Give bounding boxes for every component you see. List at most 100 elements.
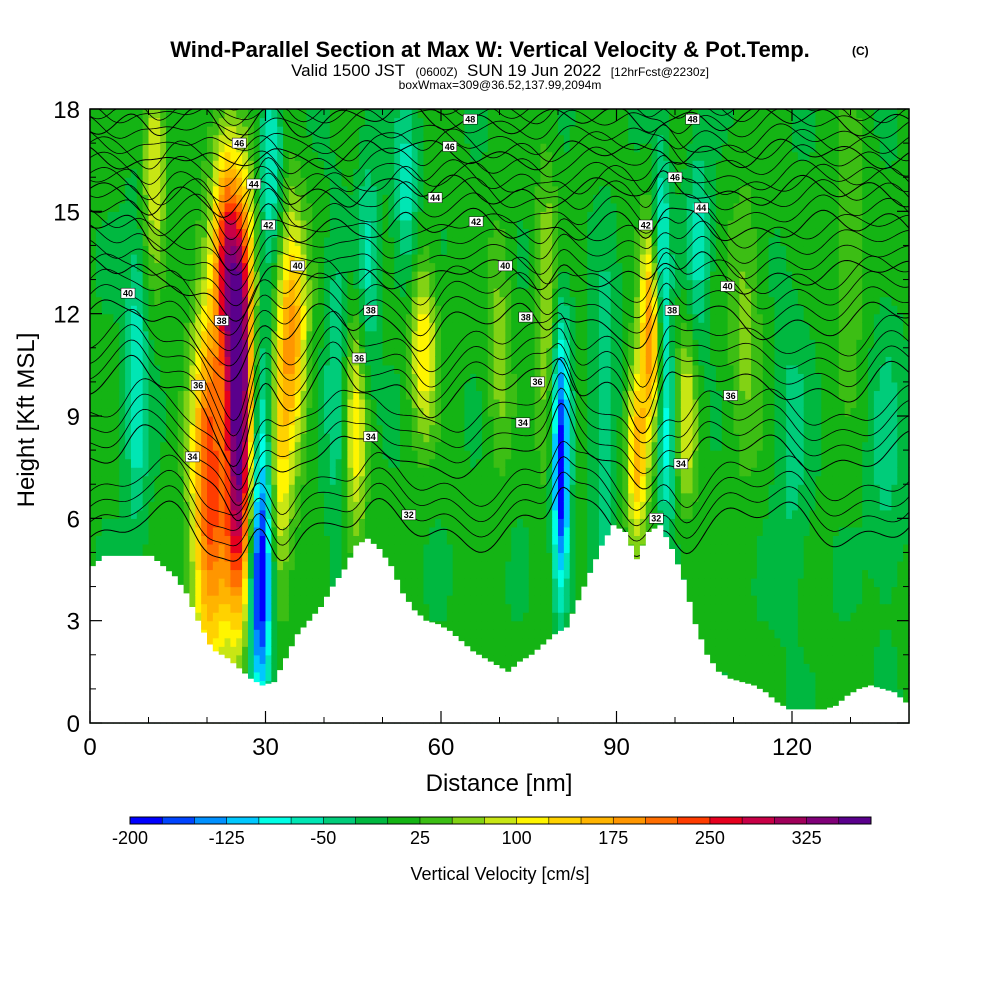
w-cell [452, 356, 460, 366]
w-cell [283, 407, 290, 417]
w-cell [324, 185, 331, 195]
w-cell [119, 262, 126, 272]
w-cell [189, 416, 196, 426]
w-cell [107, 424, 114, 434]
w-cell [335, 416, 343, 426]
w-cell [376, 177, 384, 187]
w-cell [201, 492, 208, 502]
valid-time-line: Valid 1500 JST (0600Z) SUN 19 Jun 2022 [… [291, 61, 709, 80]
w-cell [259, 160, 267, 170]
w-cell [218, 109, 226, 119]
w-cell [136, 458, 144, 468]
w-cell [441, 484, 448, 494]
w-cell [347, 185, 354, 195]
w-cell [458, 109, 465, 119]
w-cell [224, 322, 231, 332]
w-cell [359, 288, 366, 298]
w-cell [242, 433, 249, 443]
w-cell [160, 356, 167, 366]
w-cell [487, 586, 495, 596]
w-cell [247, 543, 255, 554]
w-cell [101, 236, 109, 247]
w-cell [171, 560, 179, 571]
w-cell [441, 322, 448, 332]
w-cell [113, 185, 120, 195]
w-cell [207, 390, 214, 400]
w-cell [230, 228, 237, 238]
w-cell [394, 501, 401, 511]
w-cell [160, 168, 167, 178]
w-cell [464, 228, 471, 238]
w-cell [236, 373, 243, 383]
w-cell [347, 450, 354, 460]
w-cell [411, 535, 419, 545]
w-cell [218, 168, 226, 178]
w-cell [312, 492, 319, 502]
w-cell [166, 364, 173, 374]
w-cell [177, 168, 185, 178]
w-cell [429, 305, 436, 315]
w-cell [376, 134, 384, 144]
w-cell [271, 313, 278, 323]
w-cell [195, 373, 202, 383]
w-cell [324, 416, 331, 426]
w-cell [394, 330, 401, 340]
w-cell [95, 509, 103, 519]
w-cell [470, 211, 477, 221]
w-cell [288, 535, 296, 545]
w-cell [481, 296, 489, 306]
w-cell [160, 109, 167, 119]
w-cell [423, 211, 430, 221]
w-cell [265, 262, 272, 272]
w-cell [183, 560, 191, 571]
w-cell [277, 424, 284, 434]
w-cell [136, 450, 144, 460]
w-cell [394, 322, 401, 332]
w-cell [171, 177, 179, 187]
w-cell [405, 560, 413, 571]
w-cell [154, 492, 161, 502]
w-cell [476, 629, 483, 639]
w-cell [265, 151, 272, 161]
w-cell [136, 526, 144, 536]
w-cell [376, 356, 384, 366]
w-cell [136, 535, 144, 545]
w-cell [101, 416, 109, 426]
w-cell [341, 313, 348, 323]
w-cell [487, 228, 495, 238]
w-cell [247, 271, 255, 281]
w-cell [230, 305, 237, 315]
w-cell [423, 126, 430, 136]
w-cell [417, 126, 425, 136]
w-cell [189, 296, 196, 306]
w-cell [288, 339, 296, 349]
w-cell [130, 467, 138, 477]
w-cell [166, 177, 173, 187]
w-cell [318, 271, 325, 281]
w-cell [382, 151, 389, 161]
w-cell [142, 177, 150, 187]
w-cell [335, 160, 343, 170]
w-cell [160, 322, 167, 332]
w-cell [481, 543, 489, 554]
w-cell [481, 509, 489, 519]
w-cell [405, 407, 413, 417]
w-cell [341, 475, 348, 485]
w-cell [230, 535, 237, 545]
w-cell [464, 492, 471, 502]
w-cell [183, 390, 191, 400]
w-cell [329, 364, 337, 374]
w-cell [113, 535, 120, 545]
w-cell [160, 450, 167, 460]
w-cell [142, 279, 150, 289]
w-cell [446, 475, 454, 485]
w-cell [470, 492, 477, 502]
w-cell [458, 202, 465, 212]
w-cell [283, 543, 290, 554]
w-cell [411, 398, 419, 409]
w-cell [265, 347, 272, 357]
w-cell [306, 109, 313, 119]
w-cell [435, 603, 442, 613]
w-cell [259, 612, 267, 622]
w-cell [265, 253, 272, 264]
